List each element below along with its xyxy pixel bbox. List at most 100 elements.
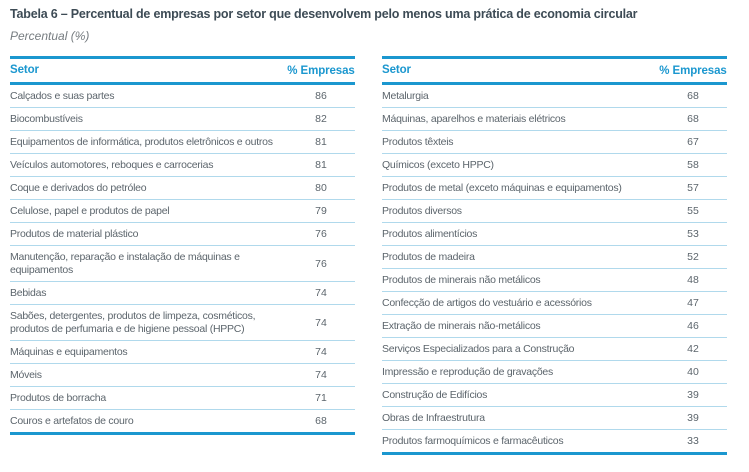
table-row: Biocombustíveis 82	[10, 108, 355, 131]
sector-table-left: Setor % Empresas Calçados e suas partes 86 B…	[10, 56, 355, 455]
table-row: Equipamentos de informática, produtos el…	[10, 131, 355, 154]
sector-cell: Produtos diversos	[382, 204, 462, 217]
value-cell: 74	[315, 369, 327, 381]
sector-cell: Confecção de artigos do vestuário e aces…	[382, 296, 592, 309]
value-cell: 80	[315, 182, 327, 194]
table-row: Máquinas e equipamentos 74	[10, 341, 355, 364]
table-row: Produtos têxteis 67	[382, 131, 727, 154]
table-row: Confecção de artigos do vestuário e aces…	[382, 292, 727, 315]
sector-cell: Couros e artefatos de couro	[10, 414, 134, 427]
column-header-value: % Empresas	[287, 64, 355, 77]
value-cell: 67	[687, 136, 699, 148]
table-header-row: Setor % Empresas	[382, 56, 727, 85]
table-row: Sabões, detergentes, produtos de limpeza…	[10, 305, 355, 341]
table-row: Produtos diversos 55	[382, 200, 727, 223]
column-header-sector: Setor	[10, 64, 39, 76]
sector-cell: Produtos de material plástico	[10, 227, 139, 240]
column-header-sector: Setor	[382, 64, 411, 76]
table-row: Celulose, papel e produtos de papel 79	[10, 200, 355, 223]
value-cell: 68	[687, 90, 699, 102]
sector-cell: Sabões, detergentes, produtos de limpeza…	[10, 309, 256, 335]
value-cell: 76	[315, 228, 327, 240]
sector-cell: Construção de Edifícios	[382, 388, 488, 401]
value-cell: 58	[687, 159, 699, 171]
value-cell: 81	[315, 159, 327, 171]
value-cell: 46	[687, 320, 699, 332]
sector-cell: Produtos alimentícios	[382, 227, 478, 240]
sector-table-right: Setor % Empresas Metalurgia 68 Máquinas, apa…	[382, 56, 727, 455]
table-row: Manutenção, reparação e instalação de má…	[10, 246, 355, 282]
table-row: Extração de minerais não-metálicos 46	[382, 315, 727, 338]
table-row: Máquinas, aparelhos e materiais elétrico…	[382, 108, 727, 131]
sector-cell: Calçados e suas partes	[10, 89, 115, 102]
table-row: Químicos (exceto HPPC) 58	[382, 154, 727, 177]
sector-cell: Máquinas e equipamentos	[10, 345, 128, 358]
sector-cell: Manutenção, reparação e instalação de má…	[10, 250, 240, 276]
sector-cell: Coque e derivados do petróleo	[10, 181, 147, 194]
table-title: Tabela 6 – Percentual de empresas por se…	[10, 7, 638, 21]
table-row: Metalurgia 68	[382, 85, 727, 108]
table-row: Impressão e reprodução de gravações 40	[382, 361, 727, 384]
table-row: Produtos de borracha 71	[10, 387, 355, 410]
sector-cell: Obras de Infraestrutura	[382, 411, 485, 424]
table-row: Couros e artefatos de couro 68	[10, 410, 355, 435]
value-cell: 42	[687, 343, 699, 355]
table-row: Calçados e suas partes 86	[10, 85, 355, 108]
table-row: Produtos de material plástico 76	[10, 223, 355, 246]
sector-cell: Bebidas	[10, 286, 47, 299]
value-cell: 82	[315, 113, 327, 125]
sector-cell: Produtos de metal (exceto máquinas e equ…	[382, 181, 622, 194]
table-row: Bebidas 74	[10, 282, 355, 305]
table-row: Produtos de metal (exceto máquinas e equ…	[382, 177, 727, 200]
sector-cell: Serviços Especializados para a Construçã…	[382, 342, 575, 355]
sector-cell: Impressão e reprodução de gravações	[382, 365, 554, 378]
sector-cell: Metalurgia	[382, 89, 429, 102]
value-cell: 39	[687, 412, 699, 424]
table-row: Produtos de madeira 52	[382, 246, 727, 269]
sector-cell: Produtos têxteis	[382, 135, 454, 148]
sector-cell: Máquinas, aparelhos e materiais elétrico…	[382, 112, 566, 125]
value-cell: 57	[687, 182, 699, 194]
sector-cell: Móveis	[10, 368, 42, 381]
value-cell: 79	[315, 205, 327, 217]
sector-cell: Produtos de madeira	[382, 250, 475, 263]
sector-cell: Químicos (exceto HPPC)	[382, 158, 494, 171]
table-row: Veículos automotores, reboques e carroce…	[10, 154, 355, 177]
value-cell: 39	[687, 389, 699, 401]
table-row: Produtos de minerais não metálicos 48	[382, 269, 727, 292]
value-cell: 74	[315, 346, 327, 358]
table-row: Construção de Edifícios 39	[382, 384, 727, 407]
value-cell: 47	[687, 297, 699, 309]
table-subtitle: Percentual (%)	[10, 29, 90, 43]
table-header-row: Setor % Empresas	[10, 56, 355, 85]
table-row: Obras de Infraestrutura 39	[382, 407, 727, 430]
value-cell: 33	[687, 435, 699, 447]
table-row: Produtos farmoquímicos e farmacêuticos 33	[382, 430, 727, 455]
value-cell: 71	[315, 392, 327, 404]
value-cell: 40	[687, 366, 699, 378]
value-cell: 81	[315, 136, 327, 148]
tables-container: Setor % Empresas Calçados e suas partes 86 B…	[10, 56, 727, 455]
table-row: Móveis 74	[10, 364, 355, 387]
value-cell: 55	[687, 205, 699, 217]
value-cell: 48	[687, 274, 699, 286]
value-cell: 74	[315, 316, 327, 329]
table-row: Serviços Especializados para a Construçã…	[382, 338, 727, 361]
sector-cell: Produtos de minerais não metálicos	[382, 273, 541, 286]
value-cell: 68	[315, 415, 327, 427]
value-cell: 86	[315, 90, 327, 102]
sector-cell: Celulose, papel e produtos de papel	[10, 204, 170, 217]
value-cell: 74	[315, 287, 327, 299]
sector-cell: Produtos de borracha	[10, 391, 106, 404]
sector-cell: Produtos farmoquímicos e farmacêuticos	[382, 434, 564, 447]
value-cell: 76	[315, 257, 327, 270]
column-header-value: % Empresas	[659, 64, 727, 77]
sector-cell: Extração de minerais não-metálicos	[382, 319, 541, 332]
sector-cell: Biocombustíveis	[10, 112, 83, 125]
table-row: Coque e derivados do petróleo 80	[10, 177, 355, 200]
table-row: Produtos alimentícios 53	[382, 223, 727, 246]
sector-cell: Veículos automotores, reboques e carroce…	[10, 158, 214, 171]
sector-cell: Equipamentos de informática, produtos el…	[10, 135, 273, 148]
value-cell: 52	[687, 251, 699, 263]
